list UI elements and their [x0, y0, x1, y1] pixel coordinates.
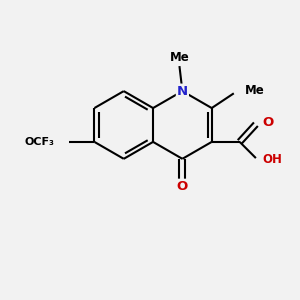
Text: O: O: [177, 180, 188, 193]
Text: Me: Me: [245, 84, 265, 97]
Text: OCF₃: OCF₃: [25, 137, 55, 147]
Text: O: O: [262, 116, 274, 129]
Text: N: N: [177, 85, 188, 98]
Text: OH: OH: [262, 153, 282, 166]
Text: Me: Me: [169, 51, 189, 64]
